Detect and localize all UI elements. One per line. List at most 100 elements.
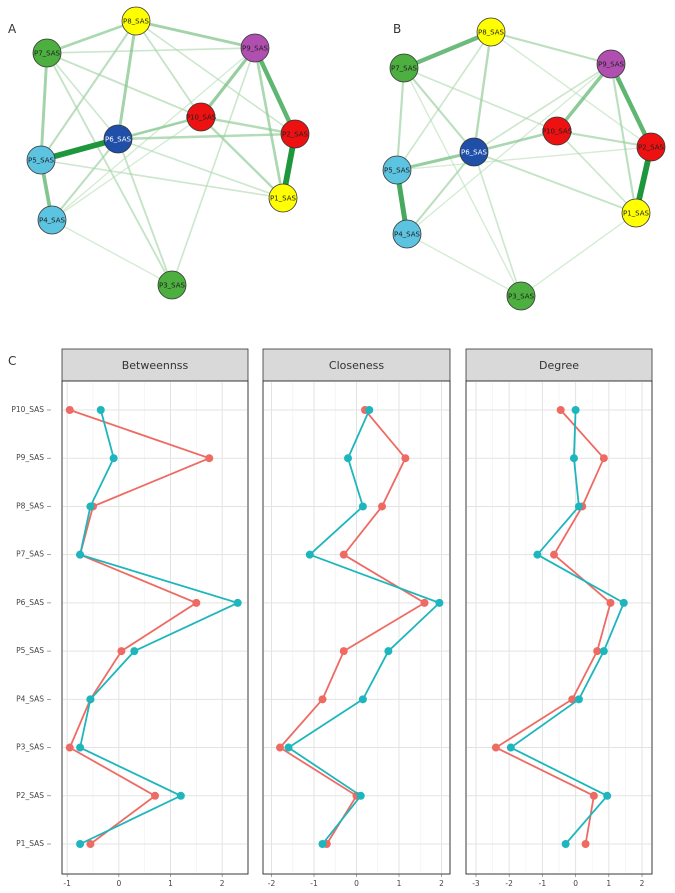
y-tick-label: P3_SAS (16, 743, 44, 752)
network-edge (401, 29, 494, 71)
network-edge (199, 115, 297, 136)
network-a-nodes: P8_SAS P7_SAS P9_SAS P10_SAS P2_SAS P6_SAS P5_… (26, 6, 310, 300)
x-tick-label: 0 (354, 879, 359, 888)
node-circle (280, 119, 310, 149)
series-point (192, 598, 201, 607)
network-a: A P8_SASP7_SASP9_SASP10_SASP2_SASP6_SASP… (8, 6, 310, 300)
x-tick-label: -2 (505, 879, 513, 888)
y-tick-label: P1_SAS (16, 839, 44, 848)
series-point (569, 454, 578, 463)
facet-panel: Betweennss -1 0 1 2 (61, 348, 249, 888)
series-point (506, 743, 515, 752)
y-tick-label: P4_SAS (16, 694, 44, 703)
facet-strip-label: Betweennss (122, 359, 189, 372)
x-tick-label: 2 (220, 879, 225, 888)
x-tick-label: 2 (439, 879, 444, 888)
x-tick-label: 2 (640, 879, 645, 888)
series-point (151, 791, 159, 800)
series-point (76, 840, 85, 848)
facet-strip (61, 348, 249, 382)
series-point (305, 550, 314, 559)
series-point (86, 695, 95, 704)
node-label: P9_SAS (242, 45, 269, 53)
node-circle (121, 6, 151, 36)
node-circle (268, 183, 298, 213)
network-edge (50, 137, 120, 222)
series-point (76, 550, 85, 559)
network-edge (608, 61, 654, 150)
network-edge (556, 130, 637, 214)
series-point (619, 598, 628, 607)
series-point (356, 791, 365, 800)
node-circle (389, 53, 419, 83)
series-point (109, 454, 118, 463)
series-point (378, 502, 386, 511)
network-edge (405, 150, 476, 236)
y-tick-label: P8_SAS (16, 501, 44, 510)
series-point (599, 454, 608, 463)
network-edge (473, 151, 522, 297)
series-point (96, 406, 105, 414)
series-point (318, 840, 327, 848)
node-circle (506, 281, 536, 311)
node-label: P6_SAS (461, 149, 488, 157)
series-point (420, 598, 429, 607)
x-tick-label: -3 (472, 879, 480, 888)
node-label: P9_SAS (598, 61, 625, 69)
series-point (589, 791, 598, 800)
series-point (318, 695, 327, 704)
y-tick-label: P5_SAS (16, 646, 44, 655)
series-point (550, 550, 559, 559)
network-node: P4_SAS (37, 205, 67, 235)
network-node: P1_SAS (268, 183, 298, 213)
network-node: P3_SAS (157, 270, 187, 300)
panel-letter-a: A (8, 22, 17, 36)
network-edge (45, 19, 138, 55)
network-node: P7_SAS (32, 38, 62, 68)
x-tick-label: -2 (268, 879, 276, 888)
network-edge (396, 146, 652, 171)
network-edge (199, 46, 257, 119)
facet-panel-border (61, 380, 249, 875)
node-circle (636, 132, 666, 162)
node-label: P3_SAS (159, 282, 186, 290)
node-circle (186, 102, 216, 132)
network-node: P4_SAS (392, 219, 422, 249)
series-point (358, 695, 367, 704)
network-edge (403, 67, 522, 297)
x-tick-label: 1 (168, 879, 173, 888)
network-edge (473, 151, 637, 214)
y-tick-label: P9_SAS (16, 453, 44, 462)
network-edge (555, 129, 653, 149)
network-edge (46, 52, 173, 286)
x-tick-label: -1 (63, 879, 71, 888)
facet-panel-border (262, 380, 451, 875)
network-node: P9_SAS (240, 33, 270, 63)
network-node: P6_SAS (103, 124, 133, 154)
series-point (533, 550, 542, 559)
network-edge (51, 116, 202, 221)
network-b-nodes: P8_SAS P7_SAS P9_SAS P10_SAS P2_SAS P6_SAS P5_… (382, 17, 666, 311)
x-tick-label: 1 (606, 879, 611, 888)
series-line (79, 409, 241, 845)
network-edge (117, 138, 173, 286)
network-node: P2_SAS (280, 119, 310, 149)
series-point (339, 647, 348, 656)
x-tick-label: -1 (310, 879, 318, 888)
network-edge (406, 233, 522, 297)
network-node: P5_SAS (26, 145, 56, 175)
facet-strip-label: Degree (539, 359, 579, 372)
series-point (339, 550, 348, 559)
series-point (130, 647, 139, 656)
node-circle (476, 17, 506, 47)
panel-letter-b: B (393, 22, 401, 36)
panel-letter-c: C (8, 354, 16, 368)
network-edge (402, 66, 476, 154)
facet-panel-bg (61, 380, 249, 875)
node-circle (32, 38, 62, 68)
network-edge (395, 66, 406, 172)
network-edge (46, 52, 119, 140)
network-edge (135, 20, 202, 118)
node-label: P4_SAS (39, 217, 66, 225)
series-point (176, 791, 185, 800)
